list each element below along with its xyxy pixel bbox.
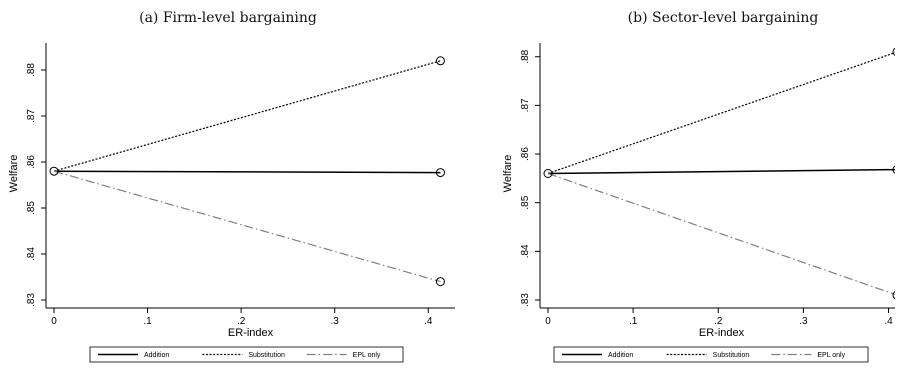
legend-entry: EPL only (817, 352, 845, 359)
data-point-marker (435, 56, 445, 66)
legend-entry: EPL only (353, 352, 381, 359)
x-tick-label: .3 (331, 316, 340, 327)
y-tick-label: .85 (520, 195, 531, 209)
series-line-substitution (53, 60, 441, 172)
y-tick-label: .86 (520, 147, 531, 161)
x-tick-label: .1 (629, 316, 638, 327)
y-tick-label: .88 (26, 63, 37, 77)
x-axis-title: ER-index (699, 327, 745, 339)
data-point-marker (892, 165, 895, 174)
legend: Addition Substitution EPL only (553, 346, 869, 363)
y-tick-label: .84 (520, 244, 531, 258)
series-line-addition (53, 170, 441, 174)
series-line-epl-only (53, 170, 441, 283)
y-tick-label: .84 (26, 247, 37, 261)
y-axis-title: Welfare (502, 155, 514, 193)
legend-entry: Substitution (713, 352, 750, 359)
x-axis-title: ER-index (228, 327, 274, 339)
panel-title-b: (b) Sector-level bargaining (627, 10, 819, 26)
y-tick-label: .88 (520, 49, 531, 63)
legend-entry: Addition (144, 352, 169, 359)
y-tick-label: .83 (520, 293, 531, 307)
series-line-addition (547, 168, 895, 175)
legend-entry: Substitution (248, 352, 285, 359)
x-tick-label: .1 (143, 316, 152, 327)
y-tick-label: .87 (520, 98, 531, 112)
data-point-marker (543, 169, 553, 178)
x-tick-label: .2 (237, 316, 246, 327)
legend-box (89, 346, 404, 363)
chart-panel-1: .83 .84 .85 .86 .87 .88 0 .1 .2 .3 .4 ER-index Welfa… (502, 43, 895, 363)
x-tick-label: .3 (799, 316, 808, 327)
series-group (49, 56, 445, 287)
x-tick-label: .4 (884, 316, 893, 327)
y-tick-label: .85 (26, 201, 37, 215)
data-point-marker (892, 291, 895, 300)
legend: Addition Substitution EPL only (89, 346, 404, 363)
x-tick-label: 0 (545, 316, 551, 327)
x-tick-label: .4 (424, 316, 433, 327)
x-tick-label: .2 (714, 316, 723, 327)
y-tick-label: .83 (26, 293, 37, 307)
legend-entry: Addition (608, 352, 633, 359)
data-point-marker (435, 168, 445, 178)
y-tick-label: .87 (26, 109, 37, 123)
x-tick-label: 0 (51, 316, 57, 327)
series-line-epl-only (547, 172, 895, 296)
legend-box (553, 346, 869, 363)
series-group (543, 47, 895, 300)
panel-title-a: (a) Firm-level bargaining (139, 10, 317, 26)
chart-panel-0: .83 .84 .85 .86 .87 .88 0 .1 .2 .3 .4 ER-index Welfa… (8, 43, 455, 363)
series-line-substitution (547, 51, 895, 175)
data-point-marker (892, 47, 895, 56)
y-axis-title: Welfare (8, 155, 20, 193)
data-point-marker (435, 277, 445, 287)
data-point-marker (49, 166, 59, 176)
y-tick-label: .86 (26, 155, 37, 169)
